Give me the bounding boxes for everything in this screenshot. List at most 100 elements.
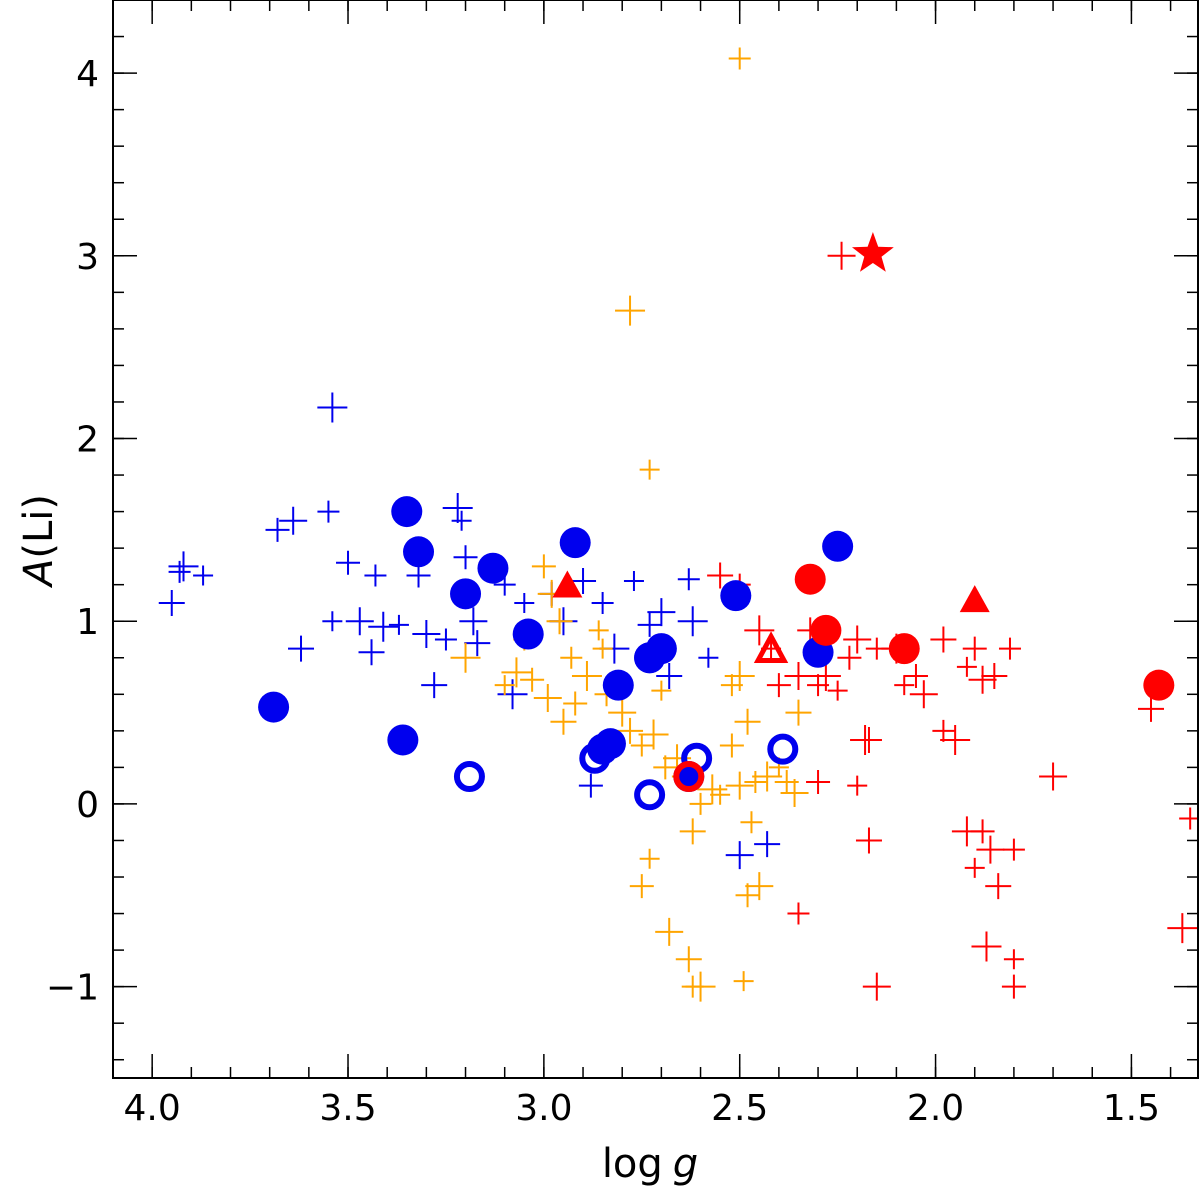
filled-circle-point bbox=[512, 618, 544, 650]
plus-point bbox=[810, 661, 841, 692]
plus-point bbox=[677, 568, 700, 591]
plus-point bbox=[903, 664, 928, 689]
plus-point bbox=[531, 554, 556, 579]
filled-circle-point bbox=[477, 552, 509, 584]
plus-point bbox=[193, 565, 214, 586]
plus-point bbox=[615, 295, 646, 326]
plus-point bbox=[368, 611, 399, 642]
plus-point bbox=[725, 771, 754, 800]
plus-point bbox=[837, 645, 862, 670]
plus-point bbox=[450, 642, 481, 673]
plus-point bbox=[862, 972, 891, 1001]
plus-point bbox=[617, 717, 644, 744]
plus-point bbox=[719, 733, 744, 758]
plus-point bbox=[679, 818, 706, 845]
open-circle-point bbox=[767, 733, 799, 765]
plus-point bbox=[546, 608, 573, 635]
plus-point bbox=[336, 550, 361, 575]
plus-point bbox=[550, 708, 577, 735]
plus-point bbox=[501, 657, 532, 688]
plus-point bbox=[976, 835, 1005, 864]
x-axis-label-var: g bbox=[673, 1141, 698, 1187]
plus-point bbox=[843, 625, 872, 654]
plus-point bbox=[406, 563, 431, 588]
plus-point bbox=[724, 661, 755, 692]
filled-circle-point bbox=[888, 633, 920, 665]
plus-point bbox=[560, 646, 583, 669]
plus-point bbox=[998, 637, 1021, 660]
plus-point bbox=[322, 611, 343, 632]
plus-point bbox=[317, 392, 348, 423]
data-marks bbox=[158, 47, 1198, 1002]
plus-point bbox=[158, 589, 185, 616]
plus-point bbox=[985, 873, 1012, 900]
plus-point bbox=[364, 564, 387, 587]
plus-point bbox=[288, 635, 315, 662]
filled-circle-point bbox=[258, 691, 290, 723]
plus-point bbox=[698, 647, 719, 668]
plus-point bbox=[827, 680, 848, 701]
plus-point bbox=[850, 724, 881, 755]
plus-point bbox=[728, 47, 751, 70]
plus-point bbox=[752, 761, 783, 792]
plot-frame bbox=[112, 0, 1199, 1079]
plus-point bbox=[894, 675, 915, 696]
y-tick-label: 4 bbox=[76, 54, 99, 95]
plus-point bbox=[637, 612, 662, 637]
plus-point bbox=[168, 560, 191, 583]
plus-point bbox=[855, 827, 882, 854]
plus-point bbox=[735, 883, 760, 908]
plus-point bbox=[745, 872, 774, 901]
x-tick-label: 2.0 bbox=[907, 1088, 964, 1129]
plus-point bbox=[971, 931, 1002, 962]
x-axis-label: log g bbox=[602, 1141, 698, 1187]
filled-circle-point bbox=[391, 496, 423, 528]
plus-point bbox=[533, 683, 562, 712]
plus-point bbox=[932, 719, 955, 742]
plus-point bbox=[629, 874, 654, 899]
filled-circle-point bbox=[387, 724, 419, 756]
plus-point bbox=[494, 675, 515, 696]
plus-point bbox=[453, 545, 478, 570]
plus-point bbox=[451, 510, 472, 531]
plus-point bbox=[1001, 974, 1026, 999]
plus-point bbox=[689, 792, 712, 815]
open-circle-point bbox=[634, 642, 666, 674]
plus-point bbox=[787, 902, 810, 925]
y-tick-label: −1 bbox=[46, 968, 99, 1009]
filled-circle-point bbox=[559, 527, 591, 559]
plus-point bbox=[592, 638, 613, 659]
plus-point bbox=[279, 506, 308, 535]
filled-circle-point bbox=[822, 530, 854, 562]
plus-point bbox=[930, 626, 957, 653]
plus-point bbox=[780, 778, 809, 807]
plus-point bbox=[514, 592, 535, 613]
plus-point bbox=[591, 591, 614, 614]
plus-point bbox=[677, 606, 708, 637]
open-circle-point bbox=[453, 761, 485, 793]
plus-point bbox=[442, 492, 473, 523]
plus-point bbox=[754, 831, 781, 858]
plus-point bbox=[459, 607, 488, 636]
plus-point bbox=[1002, 838, 1025, 861]
filled-circle-point bbox=[720, 580, 752, 612]
plus-point bbox=[675, 946, 702, 973]
plus-point bbox=[725, 841, 754, 870]
plus-point bbox=[563, 691, 588, 716]
plus-point bbox=[464, 630, 491, 657]
filled-circle-point bbox=[810, 614, 842, 646]
axis-ticks bbox=[113, 0, 1198, 1078]
plus-point bbox=[345, 607, 374, 636]
plus-point bbox=[639, 459, 660, 480]
x-tick-label: 1.5 bbox=[1103, 1088, 1160, 1129]
plus-point bbox=[847, 775, 868, 796]
plus-point bbox=[956, 656, 977, 677]
plus-point bbox=[981, 663, 1008, 690]
x-axis-label-main: log bbox=[602, 1141, 663, 1187]
open-triangle-point bbox=[753, 631, 789, 663]
plus-point bbox=[608, 698, 637, 727]
y-tick-label: 1 bbox=[76, 602, 99, 643]
plus-point bbox=[265, 517, 290, 542]
plus-point bbox=[740, 811, 763, 834]
plus-point bbox=[639, 848, 660, 869]
